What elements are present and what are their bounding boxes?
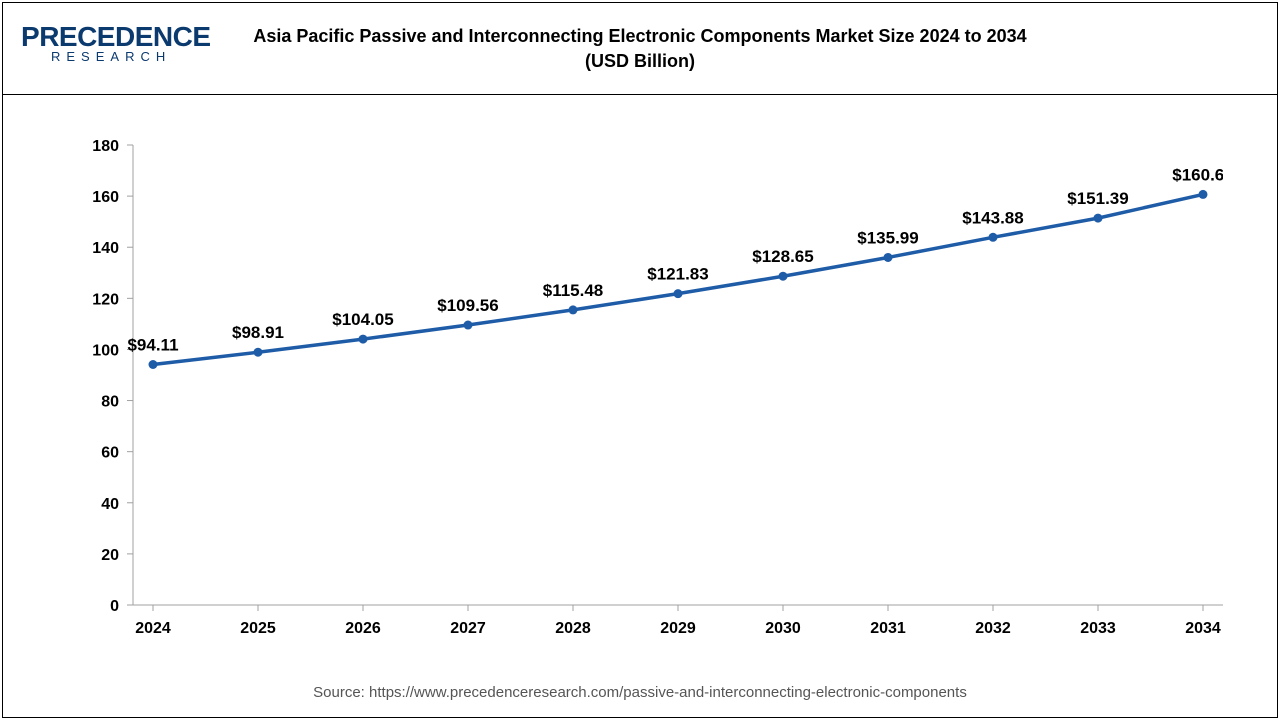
x-tick-label: 2029	[660, 620, 696, 637]
data-marker	[884, 253, 893, 262]
y-tick-label: 180	[92, 138, 119, 155]
chart-title: Asia Pacific Passive and Interconnecting…	[253, 24, 1026, 73]
header: PRECEDENCE RESEARCH Asia Pacific Passive…	[3, 3, 1277, 95]
x-tick-label: 2030	[765, 620, 801, 637]
source-text: Source: https://www.precedenceresearch.c…	[3, 684, 1277, 701]
data-marker	[1199, 190, 1208, 199]
chart-area: 0 20 40 60 80 100 120 140 160 180 2024 2025 2026 2027…	[3, 95, 1277, 717]
x-tick-label: 2026	[345, 620, 381, 637]
x-tick-label: 2027	[450, 620, 486, 637]
y-tick-label: 40	[101, 496, 119, 513]
y-tick-label: 100	[92, 342, 119, 359]
x-tick-label: 2028	[555, 620, 591, 637]
data-label: $128.65	[752, 247, 813, 266]
x-tick-label: 2032	[975, 620, 1011, 637]
data-label: $104.05	[332, 310, 393, 329]
data-label: $115.48	[543, 281, 604, 300]
x-tick-label: 2034	[1185, 620, 1221, 637]
x-tick-label: 2031	[870, 620, 906, 637]
data-marker	[359, 335, 368, 344]
logo: PRECEDENCE RESEARCH	[21, 21, 221, 64]
y-tick-label: 80	[101, 394, 119, 411]
data-marker	[464, 321, 473, 330]
data-label: $121.83	[647, 265, 708, 284]
data-marker	[989, 233, 998, 242]
data-marker	[569, 305, 578, 314]
data-marker	[674, 289, 683, 298]
line-chart: 0 20 40 60 80 100 120 140 160 180 2024 2025 2026 2027…	[63, 125, 1223, 645]
y-tick-label: 120	[92, 291, 119, 308]
y-tick-label: 20	[101, 547, 119, 564]
y-tick-label: 160	[92, 189, 119, 206]
y-tick-label: 140	[92, 240, 119, 257]
chart-card: PRECEDENCE RESEARCH Asia Pacific Passive…	[2, 2, 1278, 718]
data-label: $151.39	[1067, 189, 1128, 208]
data-label: $109.56	[437, 296, 498, 315]
x-tick-label: 2025	[240, 620, 276, 637]
y-tick-label: 0	[110, 598, 119, 615]
data-label: $94.11	[127, 335, 178, 354]
data-label: $98.91	[232, 323, 284, 342]
data-label: $160.66	[1172, 165, 1223, 184]
y-tick-label: 60	[101, 445, 119, 462]
data-marker	[779, 272, 788, 281]
data-marker	[254, 348, 263, 357]
data-label: $135.99	[857, 228, 918, 247]
x-tick-label: 2024	[135, 620, 171, 637]
data-label: $143.88	[962, 208, 1023, 227]
data-marker	[149, 360, 158, 369]
data-marker	[1094, 214, 1103, 223]
x-tick-label: 2033	[1080, 620, 1116, 637]
